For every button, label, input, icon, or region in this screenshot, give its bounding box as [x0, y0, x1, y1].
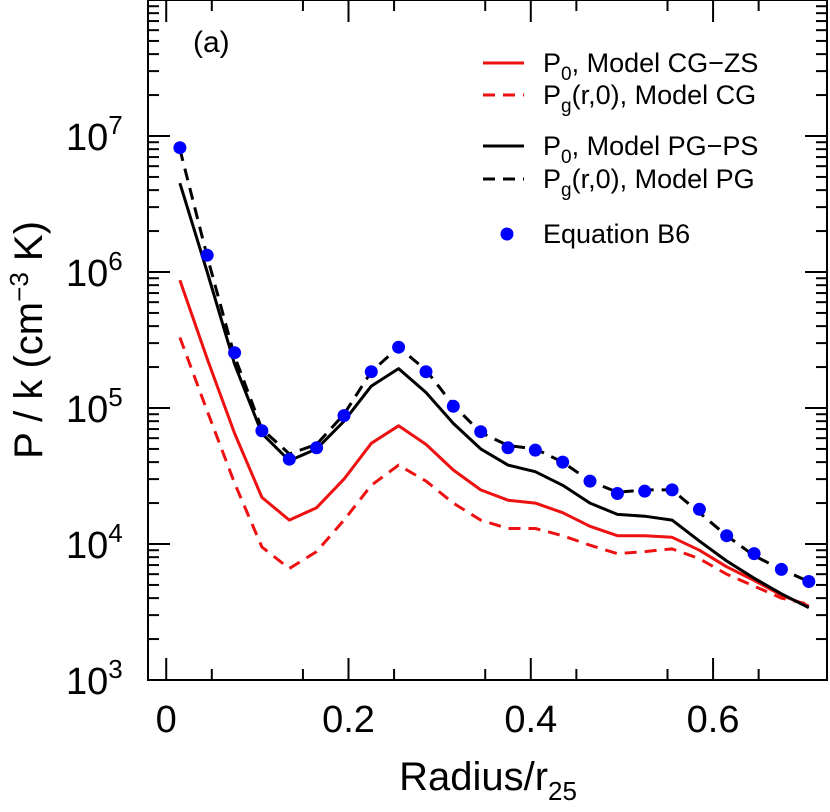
y-axis-label-tail: K) [7, 221, 51, 272]
axis-ticks: 0 0.2 0.4 0.6 103 104 105 106 107 [66, 0, 827, 741]
data-point-eq-b6 [173, 141, 187, 155]
legend-label-pg-pg: Pg(r,0), Model PG [543, 164, 755, 201]
data-point-eq-b6 [310, 441, 324, 455]
data-point-eq-b6 [638, 484, 652, 498]
data-point-eq-b6 [720, 529, 734, 543]
data-point-eq-b6 [692, 502, 706, 516]
x-tick-label: 0.2 [322, 699, 375, 741]
data-point-eq-b6 [556, 455, 570, 469]
y-axis-label-superscript: −3 [4, 272, 34, 302]
legend-label-p0-pg-ps: P0, Model PG−PS [543, 131, 758, 168]
y-axis-label-main: P / k (cm [7, 302, 51, 459]
data-point-eq-b6 [200, 248, 214, 262]
data-point-eq-b6 [665, 483, 679, 497]
data-point-eq-b6 [802, 575, 816, 588]
legend-label-p0-cg-zs: P0, Model CG−ZS [543, 48, 758, 85]
x-axis-label: Radius/r25 [399, 755, 577, 806]
x-tick-label: 0.6 [687, 699, 740, 741]
data-point-eq-b6 [364, 365, 378, 379]
series-line-p0-cg-zs [178, 279, 810, 608]
data-point-eq-b6 [528, 443, 542, 457]
data-point-eq-b6 [610, 487, 624, 500]
data-point-eq-b6 [392, 340, 406, 354]
x-tick-label: 0.4 [504, 699, 557, 741]
data-point-eq-b6 [255, 424, 269, 438]
y-axis-label: P / k (cm−3 K) [4, 221, 51, 459]
legend-label-eq-b6: Equation B6 [543, 219, 690, 249]
plot-frame [147, 0, 828, 681]
x-axis-label-main: Radius/r [399, 755, 548, 799]
data-point-eq-b6 [446, 399, 460, 413]
data-point-eq-b6 [419, 365, 433, 379]
y-tick-label: 104 [66, 518, 123, 567]
x-tick-label: 0 [156, 699, 177, 741]
y-tick-label: 103 [66, 654, 123, 703]
y-tick-label: 107 [66, 110, 123, 159]
data-point-eq-b6 [282, 452, 296, 466]
series-line-p0-pg-ps [178, 182, 810, 610]
data-point-eq-b6 [774, 562, 788, 576]
panel-label: (a) [193, 26, 230, 59]
data-point-eq-b6 [583, 474, 597, 488]
data-point-eq-b6 [337, 409, 351, 423]
plot-marks [173, 141, 816, 610]
series-line-pg-cg [178, 336, 810, 606]
x-axis-label-subscript: 25 [548, 776, 577, 806]
data-point-eq-b6 [501, 441, 515, 455]
data-point-eq-b6 [747, 547, 761, 561]
data-point-eq-b6 [228, 346, 242, 360]
legend-marker-eq-b6 [500, 227, 514, 241]
y-tick-label: 105 [66, 382, 123, 431]
data-point-eq-b6 [474, 425, 488, 439]
legend-label-pg-cg: Pg(r,0), Model CG [543, 80, 756, 117]
series-line-pg-pg [178, 148, 810, 583]
y-tick-label: 106 [66, 246, 123, 295]
